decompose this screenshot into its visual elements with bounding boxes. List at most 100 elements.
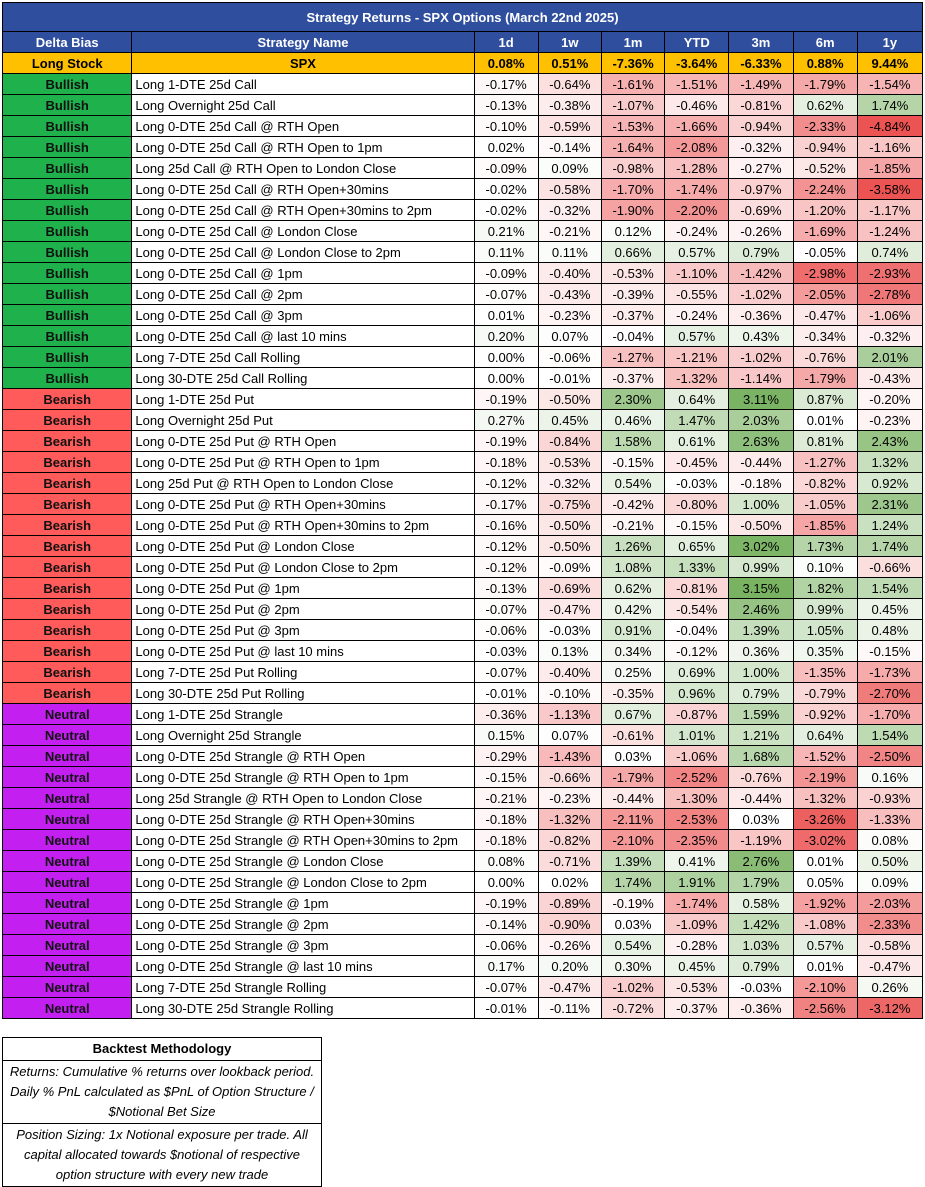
delta-bias-cell: Bearish (1, 661, 133, 683)
return-cell: -2.24% (792, 178, 858, 200)
return-cell: -2.93% (856, 262, 924, 284)
return-cell: -1.21% (664, 346, 730, 368)
return-cell: 1.68% (728, 745, 794, 767)
table-row: Bearish Long 25d Put @ RTH Open to London… (1, 472, 924, 494)
return-cell: -0.64% (537, 73, 602, 95)
delta-bias-cell: Bullish (1, 178, 133, 200)
return-cell: 0.30% (600, 955, 666, 977)
return-cell: 0.45% (537, 409, 602, 431)
delta-bias-cell: Neutral (1, 997, 133, 1019)
strategy-name-cell: Long 25d Strangle @ RTH Open to London C… (131, 787, 475, 809)
strategy-name-cell: Long 7-DTE 25d Put Rolling (131, 661, 475, 683)
return-cell: -0.13% (473, 94, 539, 116)
delta-bias-cell: Neutral (1, 829, 133, 851)
return-cell: -0.03% (473, 640, 539, 662)
return-cell: -0.59% (537, 115, 602, 137)
return-cell: -1.28% (664, 157, 730, 179)
return-cell: 0.41% (664, 850, 730, 872)
return-cell: 0.01% (473, 304, 539, 326)
return-cell: 1.33% (664, 556, 730, 578)
return-cell: 3.02% (728, 535, 794, 557)
strategy-name-cell: Long 0-DTE 25d Put @ London Close (131, 535, 475, 557)
return-cell: -1.85% (792, 514, 858, 536)
return-cell: 0.03% (600, 913, 666, 935)
return-cell: 1.91% (664, 871, 730, 893)
return-cell: -0.79% (792, 682, 858, 704)
return-cell: -0.14% (537, 136, 602, 158)
return-cell: 0.46% (600, 409, 666, 431)
return-cell: -0.18% (473, 829, 539, 851)
return-cell: -2.78% (856, 283, 924, 305)
return-cell: 0.02% (473, 136, 539, 158)
return-cell: -0.76% (792, 346, 858, 368)
return-cell: -0.94% (728, 115, 794, 137)
return-cell: 0.54% (600, 934, 666, 956)
return-cell: -0.07% (473, 661, 539, 683)
return-cell: -2.52% (664, 766, 730, 788)
delta-bias-cell: Bearish (1, 430, 133, 452)
return-cell: -0.50% (537, 388, 602, 410)
return-cell: -0.38% (537, 94, 602, 116)
delta-bias-cell: Bearish (1, 388, 133, 410)
strategy-name-cell: Long 0-DTE 25d Call @ RTH Open+30mins to… (131, 199, 475, 221)
return-cell: -0.09% (537, 556, 602, 578)
return-cell: -0.47% (792, 304, 858, 326)
table-row: Bullish Long 0-DTE 25d Call @ London Clos… (1, 241, 924, 263)
return-cell: -3.26% (792, 808, 858, 830)
strategy-name-cell: Long 0-DTE 25d Strangle @ RTH Open (131, 745, 475, 767)
return-cell: -0.09% (473, 157, 539, 179)
return-cell: 0.00% (473, 367, 539, 389)
reference-value: 0.51% (537, 52, 602, 74)
return-cell: -2.35% (664, 829, 730, 851)
table-row: Bullish Long 0-DTE 25d Call @ 2pm -0.07% -0… (1, 283, 924, 305)
return-cell: 1.24% (856, 514, 924, 536)
return-cell: 0.50% (856, 850, 924, 872)
strategy-name-cell: Long 0-DTE 25d Call @ London Close to 2p… (131, 241, 475, 263)
return-cell: 0.42% (600, 598, 666, 620)
return-cell: -2.33% (792, 115, 858, 137)
return-cell: 1.03% (728, 934, 794, 956)
return-cell: -0.26% (728, 220, 794, 242)
return-cell: -0.45% (664, 451, 730, 473)
return-cell: -1.43% (537, 745, 602, 767)
return-cell: -0.61% (600, 724, 666, 746)
return-cell: 0.66% (600, 241, 666, 263)
return-cell: 3.15% (728, 577, 794, 599)
return-cell: 1.32% (856, 451, 924, 473)
return-cell: -1.79% (792, 367, 858, 389)
delta-bias-cell: Bullish (1, 115, 133, 137)
delta-bias-cell: Bullish (1, 283, 133, 305)
reference-value: -3.64% (664, 52, 730, 74)
reference-name: SPX (131, 52, 475, 74)
table-row: Neutral Long 0-DTE 25d Strangle @ last 10… (1, 955, 924, 977)
strategy-name-cell: Long 0-DTE 25d Put @ 2pm (131, 598, 475, 620)
return-cell: -0.12% (664, 640, 730, 662)
strategy-name-cell: Long 25d Put @ RTH Open to London Close (131, 472, 475, 494)
return-cell: -0.06% (473, 934, 539, 956)
return-cell: 1.74% (856, 535, 924, 557)
return-cell: -1.61% (600, 73, 666, 95)
return-cell: 0.43% (728, 325, 794, 347)
return-cell: -0.87% (664, 703, 730, 725)
return-cell: -0.82% (792, 472, 858, 494)
return-cell: 0.01% (792, 850, 858, 872)
return-cell: -0.43% (537, 283, 602, 305)
delta-bias-cell: Neutral (1, 808, 133, 830)
strategy-name-cell: Long 0-DTE 25d Put @ RTH Open to 1pm (131, 451, 475, 473)
delta-bias-cell: Bearish (1, 514, 133, 536)
header-row: Delta Bias Strategy Name 1d 1w 1m YTD 3m 6m 1y (1, 31, 924, 53)
return-cell: -0.03% (537, 619, 602, 641)
return-cell: 0.99% (728, 556, 794, 578)
return-cell: -1.49% (728, 73, 794, 95)
return-cell: 0.35% (792, 640, 858, 662)
return-cell: -1.14% (728, 367, 794, 389)
return-cell: 0.01% (792, 409, 858, 431)
return-cell: -0.23% (856, 409, 924, 431)
return-cell: -2.03% (856, 892, 924, 914)
return-cell: -0.50% (537, 514, 602, 536)
return-cell: -0.37% (600, 304, 666, 326)
return-cell: -3.12% (856, 997, 924, 1019)
return-cell: -1.17% (856, 199, 924, 221)
return-cell: -2.33% (856, 913, 924, 935)
return-cell: -0.53% (664, 976, 730, 998)
